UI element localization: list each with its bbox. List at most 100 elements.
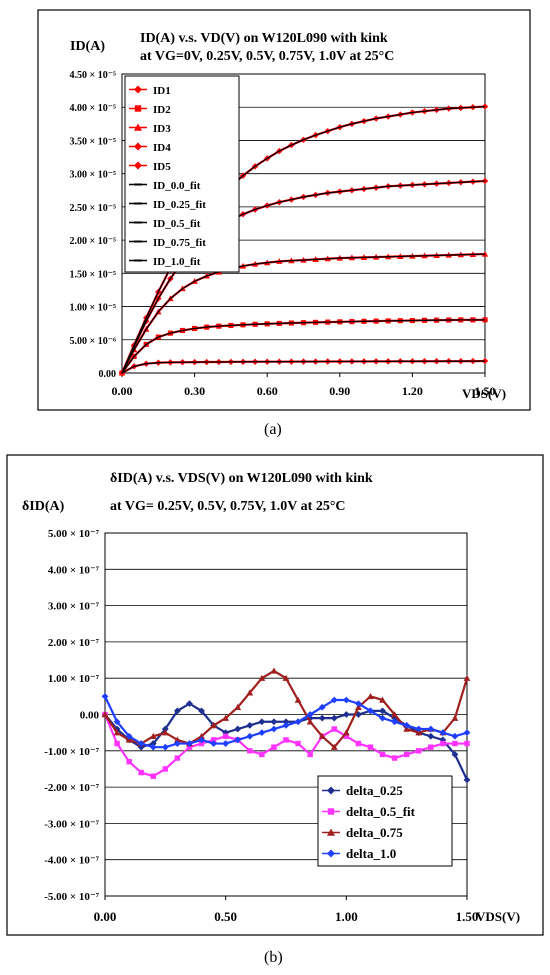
chart-b-series-3-point (367, 707, 374, 715)
chart-a-legend-label: ID3 (153, 123, 171, 135)
chart-b-series-1-point (343, 733, 350, 739)
chart-b-series-3-point (463, 729, 471, 737)
chart-b-series-1-point (126, 758, 132, 765)
chart-b-series-2-point (391, 711, 398, 718)
chart-a-legend-marker (134, 161, 142, 170)
chart-b-series-0-point (198, 707, 205, 715)
chart-a-legend: ID1 ID2 ID3 ID4 ID5 ID_0.0_fit ID_0.25_fit ID_0… (124, 75, 240, 273)
chart-a-legend-label: ID_0.0_fit (153, 180, 201, 192)
chart-b-legend-marker (327, 828, 335, 836)
chart-b-series-1-point (295, 740, 301, 747)
chart-a-x-tick-label: 0.30 (184, 384, 205, 398)
chart-b-series-3-point (113, 718, 121, 726)
chart-b-y-tick-label: 5.00 × 10⁻⁷ (48, 528, 100, 540)
chart-b-title-line1: δID(A) v.s. VDS(V) on W120L090 with kink (110, 471, 373, 486)
chart-b-series-1-point (428, 744, 434, 750)
chart-b-series-3-point (101, 692, 109, 700)
chart-a-legend-label: ID_1.0_fit (153, 256, 201, 268)
chart-b-series-1-point (162, 766, 169, 772)
chart-a-y-tick-label: 2.00 × 10⁻⁵ (70, 236, 116, 247)
chart-a-legend-marker (134, 105, 142, 112)
chart-b-frame (6, 454, 544, 936)
chart-a-x-tick-label: 1.20 (402, 384, 423, 398)
chart-b-series-0-point (318, 714, 326, 722)
chart-b-legend-marker (327, 808, 335, 815)
chart-b-series-1-point (403, 751, 410, 758)
chart-b-series-1-point (416, 748, 422, 754)
chart-b-series-1-point (307, 751, 313, 758)
chart-b-series-0-point (186, 700, 193, 708)
chart-a-ylabel: ID(A) (70, 39, 105, 54)
chart-a-legend-label: ID2 (153, 104, 171, 116)
chart-b-series-3-point (427, 725, 435, 733)
chart-b-series-2-point (258, 674, 266, 681)
chart-b-legend-label: delta_1.0 (346, 846, 396, 861)
chart-b-series-1-point (283, 737, 289, 743)
chart-b-series-3-point (403, 721, 411, 729)
chart-a-legend-label: ID4 (153, 142, 171, 154)
chart-b: δID(A) v.s. VDS(V) on W120L090 with kink… (6, 454, 544, 936)
chart-a-legend-marker (134, 123, 142, 131)
chart-b-series-3-point (439, 729, 447, 737)
chart-a-y-tick-label: 2.50 × 10⁻⁵ (70, 203, 116, 214)
chart-b-y-tick-label: -3.00 × 10⁻⁷ (44, 818, 99, 830)
chart-a-legend-marker (134, 142, 142, 151)
chart-b-series-0-point (427, 732, 435, 740)
chart-b-series-0-point (270, 718, 278, 726)
chart-b-y-tick-label: 1.00 × 10⁻⁷ (48, 673, 100, 685)
chart-b-x-tick-label: 1.50 (456, 909, 479, 924)
chart-b-series-2-point (210, 721, 217, 729)
chart-b-series-2-point (222, 714, 230, 721)
chart-b-series-2-point (161, 729, 169, 736)
chart-b-series-2-point (246, 689, 254, 696)
chart-b-xlabel: VDS(V) (476, 909, 520, 924)
chart-b-series-2-point (451, 714, 459, 721)
chart-b-legend-label: delta_0.75 (346, 825, 403, 840)
chart-b-series-3-point (137, 740, 145, 747)
chart-b-series-1-point (114, 740, 120, 747)
chart-b-series-3-point (234, 736, 242, 744)
chart-b-series-0-point (246, 721, 254, 729)
chart-b-series-3-point (246, 732, 254, 740)
chart-b-y-tick-label: -5.00 × 10⁻⁷ (44, 891, 99, 903)
chart-b-series-2-point (318, 732, 326, 739)
chart-b-series-1-point (210, 737, 217, 743)
chart-a-title-line1: ID(A) v.s. VD(V) on W120L090 with kink (140, 31, 388, 46)
chart-b-series-3-point (415, 725, 423, 733)
chart-b-series-1-point (247, 748, 253, 754)
chart-b-legend-box (317, 775, 453, 867)
chart-a-x-tick-label: 0.00 (112, 384, 133, 398)
chart-b-series-0-point (234, 725, 242, 733)
chart-b-series-1-point (367, 744, 374, 750)
chart-b-series-3-point (125, 732, 133, 740)
chart-b-series-3-point (222, 740, 230, 747)
chart-a-y-tick-label: 5.00 × 10⁻⁶ (70, 336, 116, 347)
chart-a-y-tick-label: 0.00 (99, 369, 117, 380)
chart-b-series-1-point (331, 726, 337, 732)
chart-a-series-2-point (481, 250, 489, 257)
chart-a-legend-label: ID_0.5_fit (153, 218, 201, 230)
chart-b-series-3-point (294, 718, 302, 726)
chart-b-series-1-point (198, 740, 205, 747)
chart-b-series-2-point (234, 703, 242, 710)
chart-b-series-3-point (210, 740, 217, 747)
chart-b-series-0-point (149, 740, 157, 747)
chart-a-y-tick-label: 3.50 × 10⁻⁵ (70, 136, 116, 147)
chart-b-series-0-point (379, 707, 386, 715)
chart-b-legend-label: delta_0.25 (346, 783, 403, 798)
chart-a-legend-label: ID1 (153, 85, 171, 97)
chart-b-series-1-point (452, 740, 458, 747)
chart-b-series-1-point (138, 769, 144, 776)
chart-b-series-2-point (174, 736, 181, 743)
chart-b-series-2-point (149, 732, 157, 739)
chart-a-x-tick-label: 0.90 (329, 384, 350, 398)
chart-b-ylabel: δID(A) (22, 499, 65, 514)
chart-b-y-tick-label: 2.00 × 10⁻⁷ (48, 637, 100, 649)
chart-b-series-1-point (464, 740, 470, 747)
chart-b-series-3-point (306, 711, 314, 718)
chart-b-series-1-point (150, 773, 156, 779)
chart-b-series-2-point (294, 696, 302, 703)
chart-b-y-tick-label: 4.00 × 10⁻⁷ (48, 564, 100, 576)
chart-b-series-0-point (258, 718, 266, 726)
chart-a-y-tick-label: 3.00 × 10⁻⁵ (70, 170, 116, 181)
